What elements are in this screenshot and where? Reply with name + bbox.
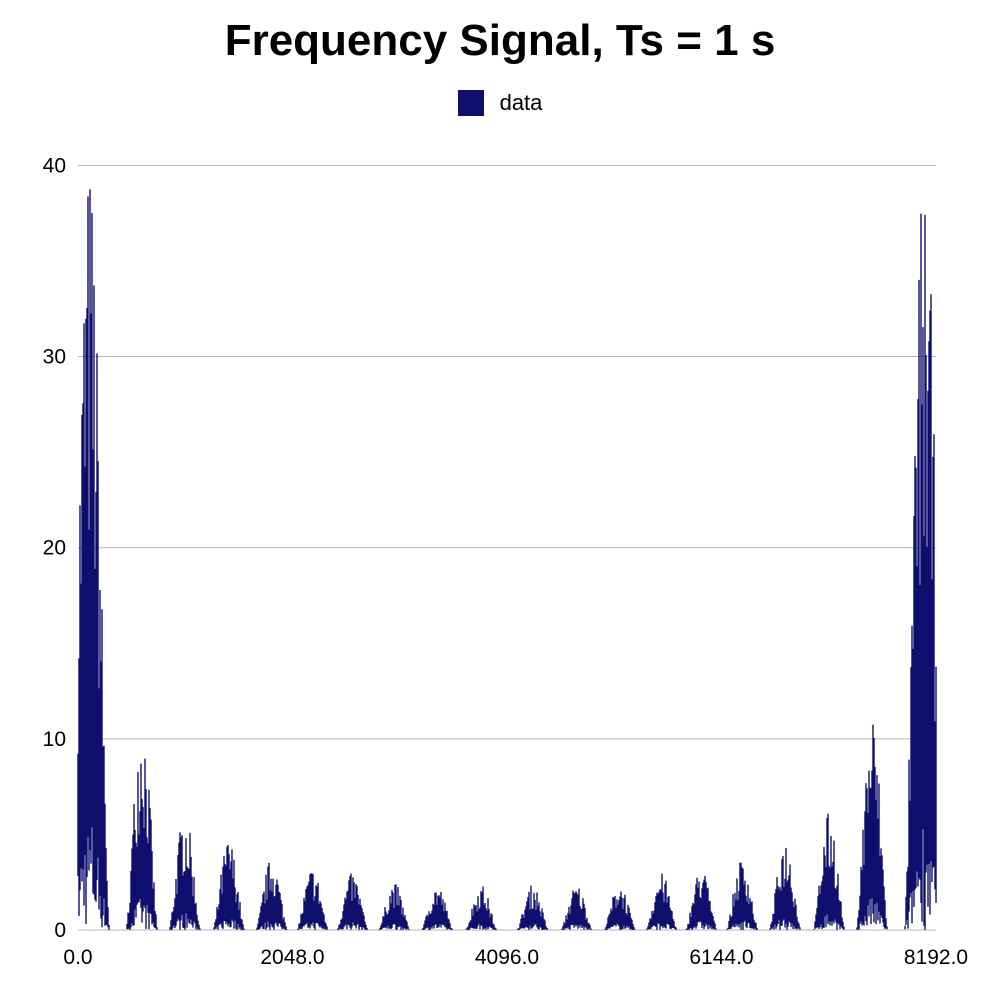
y-tick-label: 20 xyxy=(43,537,66,560)
y-tick-label: 30 xyxy=(43,346,66,369)
x-tick-label: 6144.0 xyxy=(689,946,753,969)
x-tick-label: 4096.0 xyxy=(475,946,539,969)
data-series xyxy=(77,189,937,930)
legend-swatch xyxy=(457,90,484,116)
legend: data xyxy=(0,90,1000,116)
x-tick-label: 8192.0 xyxy=(904,946,968,969)
x-tick-label: 2048.0 xyxy=(260,946,324,969)
x-tick-label: 0.0 xyxy=(63,946,92,969)
x-axis: 0.0 2048.0 4096.0 6144.0 8192.0 xyxy=(63,946,968,969)
y-tick-label: 40 xyxy=(43,154,66,177)
y-axis: 0 10 20 30 40 xyxy=(43,154,66,942)
gridlines xyxy=(78,164,936,931)
y-tick-label: 0 xyxy=(54,919,66,942)
legend-label: data xyxy=(499,90,543,115)
chart-title: Frequency Signal, Ts = 1 s xyxy=(224,16,776,65)
y-tick-label: 10 xyxy=(43,728,66,751)
